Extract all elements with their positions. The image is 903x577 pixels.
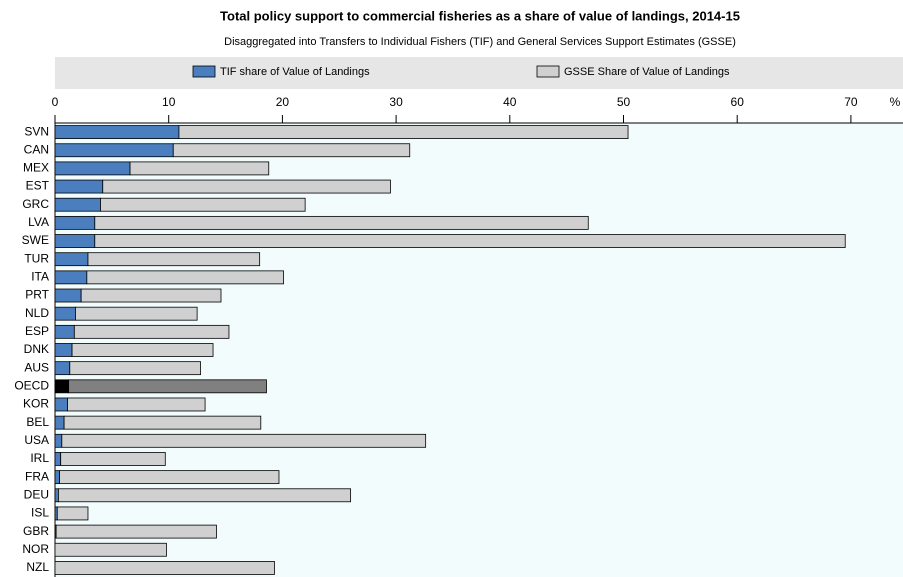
legend-label: GSSE Share of Value of Landings [564,66,730,78]
y-tick-label: ITA [31,270,49,284]
y-tick-label: GRC [22,197,49,211]
y-tick-label: NOR [22,542,49,556]
legend-swatch [536,65,560,78]
bar-segment [54,143,174,158]
bar-segment [75,306,198,321]
y-tick-label: BEL [26,415,49,429]
y-tick-label: CAN [24,142,49,156]
bar-segment [73,324,230,339]
y-tick-label: IRL [30,451,49,465]
y-tick-label: KOR [23,397,49,411]
x-unit: % [890,95,901,109]
y-tick-label: NZL [26,560,49,574]
y-tick-label: GBR [23,524,49,538]
x-tick-label: 50 [617,95,631,109]
bar-segment [178,125,629,139]
x-tick-label: 30 [389,95,403,109]
y-tick-label: NLD [25,306,49,320]
bar-segment [54,343,73,357]
legend-label: TIF share of Value of Landings [220,66,370,78]
bar-segment [67,397,206,412]
bar-segment [71,343,214,357]
bar-segment [172,143,411,158]
bar-segment [54,488,59,503]
y-tick-label: USA [24,433,49,447]
bar-segment [61,433,427,448]
bar-segment [87,252,261,267]
bar-segment [54,306,76,321]
bar-segment [54,125,180,139]
y-tick-label: DNK [24,342,49,356]
y-tick-label: OECD [14,378,49,392]
bar-segment [102,179,391,194]
bar-segment [54,215,96,230]
bar-segment [63,415,262,430]
x-tick-label: 20 [276,95,290,109]
legend-background [55,57,903,89]
bar-segment [59,470,280,485]
bar-segment [94,234,846,248]
x-tick-label: 60 [731,95,745,109]
y-tick-label: PRT [25,288,49,302]
bar-segment [54,470,60,485]
y-tick-label: ISL [31,506,49,520]
bar-segment [100,197,306,212]
bar-segment [54,270,88,285]
bar-segment [58,488,352,503]
bar-segment [54,361,71,376]
bar-segment [69,361,201,376]
x-tick-label: 40 [503,95,517,109]
bar-segment [54,234,96,248]
bar-segment [54,161,131,176]
y-tick-label: SVN [24,124,49,138]
bar-segment [54,288,82,303]
bar-segment [54,433,63,448]
bar-segment [54,324,75,339]
y-tick-label: DEU [24,487,49,501]
bar-segment [55,524,217,539]
bar-segment [54,452,62,466]
bar-segment [54,561,275,575]
x-tick-label: 10 [162,95,176,109]
bar-segment [86,270,284,285]
legend-swatch [192,65,216,78]
bar-segment [54,542,167,557]
x-tick-label: 0 [52,95,59,109]
bar-segment [54,397,68,412]
chart-subtitle: Disaggregated into Transfers to Individu… [224,36,736,48]
y-tick-label: ESP [25,324,49,338]
bar-segment [56,506,89,521]
y-tick-label: TUR [24,251,49,265]
y-tick-label: AUS [24,360,49,374]
bar-segment [129,161,270,176]
bar-segment [94,215,589,230]
bar-segment [54,252,89,267]
x-tick-label: 70 [844,95,858,109]
bar-segment [54,379,70,394]
bar-segment [54,415,65,430]
bar-segment [54,179,104,194]
bar-segment [60,452,166,466]
y-tick-label: SWE [22,233,49,247]
bar-segment [54,197,101,212]
y-tick-label: MEX [23,161,49,175]
bar-segment [68,379,267,394]
y-tick-label: EST [26,179,50,193]
y-tick-label: LVA [28,215,49,229]
chart-title: Total policy support to commercial fishe… [220,8,740,23]
bar-segment [80,288,222,303]
y-tick-label: FRA [25,469,49,483]
